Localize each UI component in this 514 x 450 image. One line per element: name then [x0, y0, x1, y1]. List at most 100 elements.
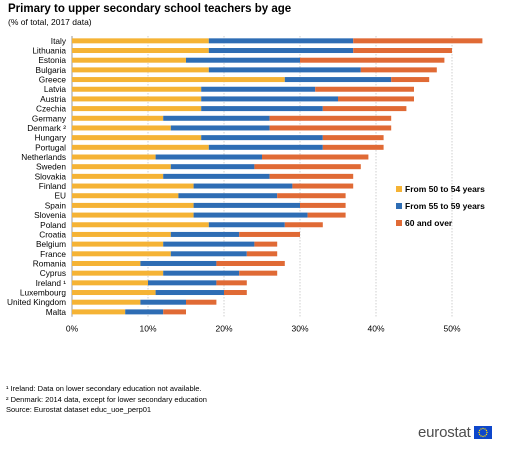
category-label: Poland [40, 220, 66, 230]
bar-segment [239, 270, 278, 276]
bar-segment [170, 164, 255, 170]
category-label: Ireland ¹ [36, 278, 67, 288]
source-note: Source: Eurostat dataset educ_uoe_perp01 [6, 405, 152, 414]
bar-segment [262, 154, 369, 160]
flag-star [485, 431, 488, 434]
bar-segment [72, 309, 126, 315]
category-label: Germany [32, 113, 67, 123]
category-label: Estonia [38, 55, 66, 65]
bar-segment [72, 299, 141, 305]
category-label: Luxembourg [20, 288, 67, 298]
bar-segment [163, 115, 270, 121]
x-tick-label: 40% [367, 324, 384, 334]
bar-segment [72, 212, 194, 218]
bar-segment [72, 115, 164, 121]
bar-segment [322, 144, 384, 150]
bar-segment [254, 164, 361, 170]
bar-segment [193, 183, 293, 189]
legend-label: From 50 to 54 years [405, 184, 485, 194]
bar-segment [148, 280, 217, 286]
legend-label: 60 and over [405, 218, 453, 228]
bar-segment [269, 173, 354, 179]
bar-segment [246, 251, 278, 257]
category-label: Austria [40, 94, 66, 104]
category-label: EU [54, 191, 66, 201]
flag-star [478, 433, 480, 436]
bar-segment [72, 164, 171, 170]
bar-segment [201, 86, 316, 92]
x-tick-label: 0% [66, 324, 79, 334]
bar-segment [72, 202, 194, 208]
bar-segment [338, 96, 414, 102]
bar-segment [72, 86, 202, 92]
x-tick-label: 20% [215, 324, 232, 334]
bar-segment [193, 202, 300, 208]
flag-star [483, 435, 486, 437]
flag-star [478, 429, 480, 432]
category-label: Malta [46, 307, 67, 317]
bar-segment [72, 135, 202, 141]
bar-segment [208, 48, 354, 54]
category-label: Czechia [36, 104, 66, 114]
bar-segment [163, 173, 270, 179]
bar-segment [193, 212, 308, 218]
bar-segment [72, 222, 209, 228]
bar-segment [277, 193, 346, 199]
x-tick-label: 10% [139, 324, 156, 334]
bar-segment [72, 231, 171, 237]
legend-entry: From 50 to 54 years [396, 184, 485, 194]
bar-chart: 0% 10% 20% 30% 40% 50% ItalyLithuaniaEstoniaBu… [7, 36, 483, 334]
bar-segment [72, 57, 186, 63]
bar-segment [163, 309, 186, 315]
bar-segment [72, 67, 209, 73]
category-label: Cyprus [40, 268, 66, 278]
category-label: Latvia [44, 84, 67, 94]
category-label: Slovenia [34, 210, 66, 220]
bar-segment [72, 241, 164, 247]
legend-entry: From 55 to 59 years [396, 201, 485, 211]
category-label: Finland [39, 181, 67, 191]
logo-text: eurostat [418, 424, 471, 441]
category-label: Spain [45, 200, 67, 210]
bar-segment [353, 38, 483, 44]
bar-segment [208, 222, 285, 228]
flag-star [481, 435, 484, 438]
legend-label: From 55 to 59 years [405, 201, 485, 211]
category-label: Denmark ² [27, 123, 66, 133]
bar-segment [170, 231, 240, 237]
bar-segment [163, 241, 255, 247]
category-label: France [40, 249, 66, 259]
category-label: Belgium [36, 239, 66, 249]
bar-segment [140, 260, 217, 266]
footnote-ireland: ¹ Ireland: Data on lower secondary educa… [6, 384, 202, 393]
bar-segment [353, 48, 452, 54]
category-label: Bulgaria [36, 65, 67, 75]
bar-segment [72, 48, 209, 54]
x-tick-label: 50% [443, 324, 460, 334]
bar-segment [72, 96, 202, 102]
bar-segment [315, 86, 414, 92]
bar-segment [72, 260, 141, 266]
bar-segment [208, 38, 354, 44]
bar-segment [186, 57, 300, 63]
eurostat-logo: eurostat [418, 424, 492, 441]
bar-segment [72, 193, 179, 199]
bar-segment [300, 57, 445, 63]
category-label: Netherlands [21, 152, 66, 162]
bar-segment [239, 231, 300, 237]
bar-segment [322, 106, 407, 112]
bar-segment [170, 251, 247, 257]
category-label: Portugal [35, 142, 66, 152]
category-label: Slovakia [35, 171, 67, 181]
bar-segment [72, 154, 156, 160]
bar-segment [201, 106, 323, 112]
bar-segment [201, 135, 323, 141]
category-label: Italy [51, 36, 67, 46]
flag-star [485, 429, 487, 432]
bar-segment [72, 280, 148, 286]
bar-segment [155, 154, 262, 160]
bar-segment [224, 290, 247, 296]
category-label: Lithuania [32, 46, 66, 56]
bar-segment [72, 77, 285, 83]
flag-star [479, 428, 482, 430]
